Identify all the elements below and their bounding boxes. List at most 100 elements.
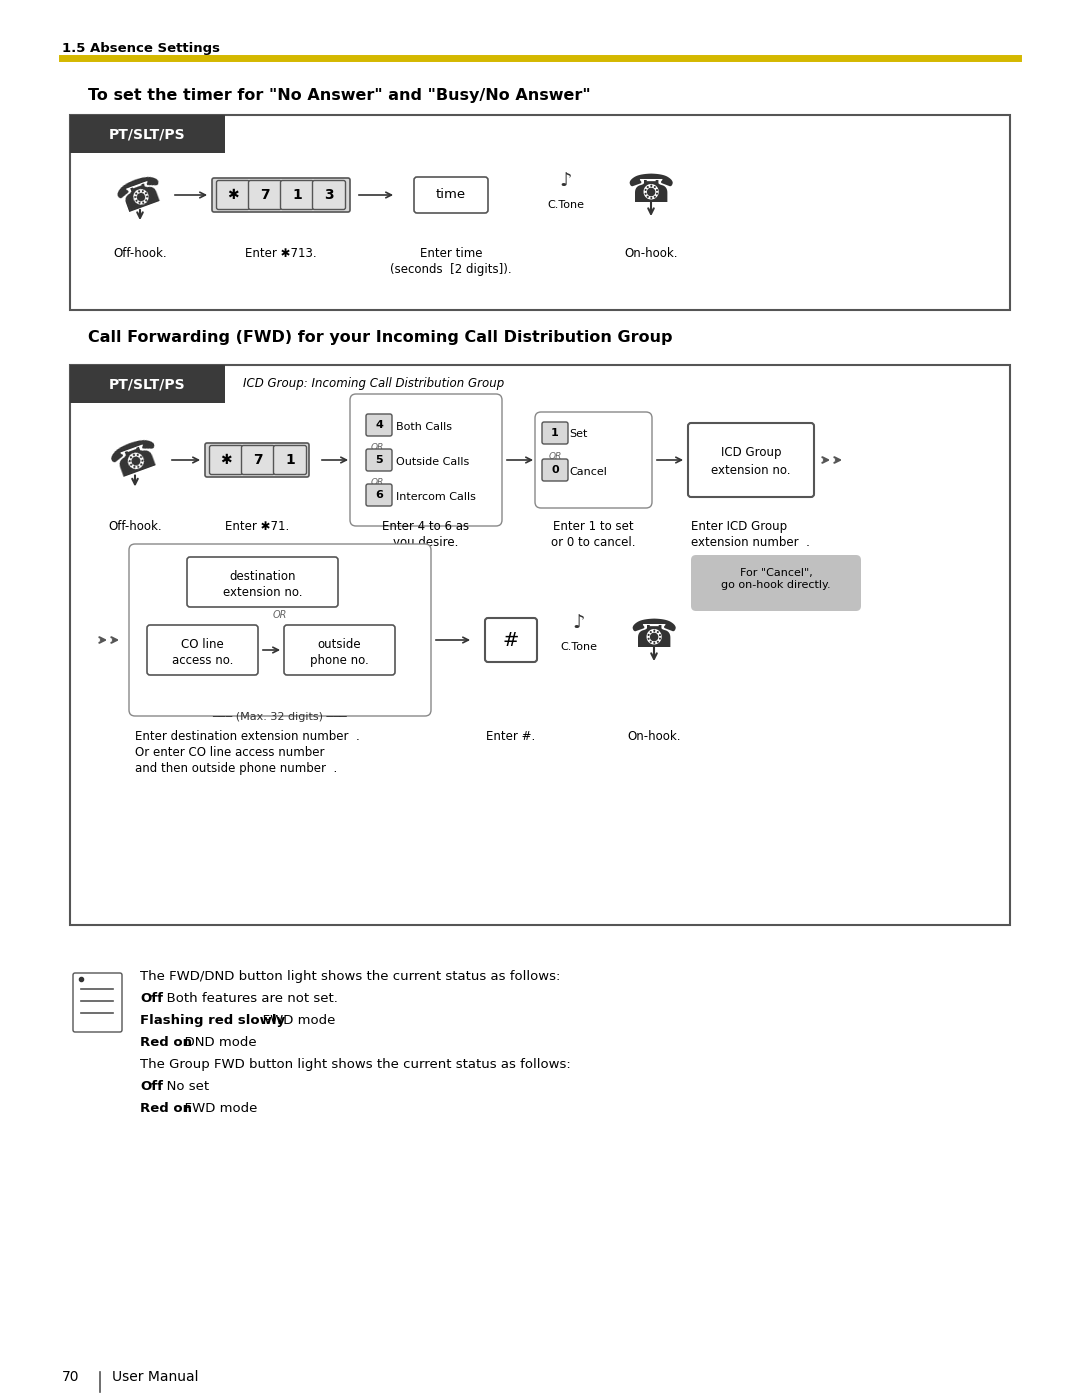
FancyBboxPatch shape: [129, 543, 431, 717]
Bar: [70, 115, 1010, 310]
Text: ─── (Max. 32 digits) ───: ─── (Max. 32 digits) ───: [213, 712, 348, 722]
Text: ☎: ☎: [105, 433, 165, 488]
Text: OR: OR: [549, 453, 563, 461]
Text: 6: 6: [375, 490, 383, 500]
FancyBboxPatch shape: [73, 972, 122, 1032]
Text: Both Calls: Both Calls: [396, 422, 453, 432]
Text: OR: OR: [372, 443, 384, 453]
FancyBboxPatch shape: [542, 422, 568, 444]
Text: CO line: CO line: [181, 638, 224, 651]
FancyBboxPatch shape: [216, 180, 249, 210]
Text: destination: destination: [229, 570, 296, 583]
Text: ICD Group: ICD Group: [720, 446, 781, 460]
Text: Outside Calls: Outside Calls: [396, 457, 469, 467]
Bar: [70, 365, 1010, 925]
Text: 7: 7: [260, 189, 270, 203]
Text: Enter ICD Group: Enter ICD Group: [691, 520, 787, 534]
FancyBboxPatch shape: [691, 555, 861, 610]
Text: #: #: [503, 630, 519, 650]
FancyBboxPatch shape: [542, 460, 568, 481]
Text: Off-hook.: Off-hook.: [113, 247, 166, 260]
FancyBboxPatch shape: [187, 557, 338, 608]
Bar: [70, 365, 225, 402]
Text: C.Tone: C.Tone: [561, 643, 597, 652]
FancyBboxPatch shape: [414, 177, 488, 212]
Text: Enter destination extension number  .: Enter destination extension number .: [135, 731, 360, 743]
Text: The FWD/DND button light shows the current status as follows:: The FWD/DND button light shows the curre…: [140, 970, 561, 983]
Text: : FWD mode: : FWD mode: [254, 1014, 336, 1027]
FancyBboxPatch shape: [366, 448, 392, 471]
Text: Off: Off: [140, 992, 163, 1004]
Text: : DND mode: : DND mode: [176, 1037, 257, 1049]
Text: or 0 to cancel.: or 0 to cancel.: [551, 536, 636, 549]
Text: 0: 0: [551, 465, 558, 475]
Text: On-hook.: On-hook.: [624, 247, 678, 260]
Text: Enter 4 to 6 as: Enter 4 to 6 as: [382, 520, 470, 534]
Text: : No set: : No set: [158, 1080, 210, 1092]
Text: 1: 1: [285, 453, 295, 467]
Text: OR: OR: [372, 478, 384, 488]
Text: Red on: Red on: [140, 1102, 192, 1115]
FancyBboxPatch shape: [312, 180, 346, 210]
Text: : FWD mode: : FWD mode: [176, 1102, 257, 1115]
Text: you desire.: you desire.: [393, 536, 459, 549]
Text: 1: 1: [551, 427, 558, 439]
FancyBboxPatch shape: [350, 394, 502, 527]
Text: Enter ✱71.: Enter ✱71.: [225, 520, 289, 534]
Text: ☎: ☎: [111, 169, 170, 221]
FancyBboxPatch shape: [366, 483, 392, 506]
Text: Flashing red slowly: Flashing red slowly: [140, 1014, 285, 1027]
Text: ✱: ✱: [220, 453, 232, 467]
Text: 1: 1: [292, 189, 302, 203]
Text: and then outside phone number  .: and then outside phone number .: [135, 761, 337, 775]
Text: Red on: Red on: [140, 1037, 192, 1049]
Text: ICD Group: Incoming Call Distribution Group: ICD Group: Incoming Call Distribution Gr…: [243, 377, 504, 391]
FancyBboxPatch shape: [248, 180, 282, 210]
Text: 1.5 Absence Settings: 1.5 Absence Settings: [62, 42, 220, 54]
FancyBboxPatch shape: [535, 412, 652, 509]
FancyBboxPatch shape: [205, 443, 309, 476]
Text: Enter #.: Enter #.: [486, 731, 536, 743]
FancyBboxPatch shape: [281, 180, 313, 210]
FancyBboxPatch shape: [147, 624, 258, 675]
Text: : Both features are not set.: : Both features are not set.: [158, 992, 338, 1004]
Text: phone no.: phone no.: [310, 654, 369, 666]
Text: Off-hook.: Off-hook.: [108, 520, 162, 534]
Text: To set the timer for "No Answer" and "Busy/No Answer": To set the timer for "No Answer" and "Bu…: [87, 88, 591, 103]
Text: Intercom Calls: Intercom Calls: [396, 492, 476, 502]
Text: (seconds  [2 digits]).: (seconds [2 digits]).: [390, 263, 512, 277]
Text: ♪: ♪: [572, 612, 585, 631]
Text: extension no.: extension no.: [712, 464, 791, 476]
Text: User Manual: User Manual: [112, 1370, 199, 1384]
Text: The Group FWD button light shows the current status as follows:: The Group FWD button light shows the cur…: [140, 1058, 570, 1071]
Text: Set: Set: [569, 429, 588, 439]
Text: For "Cancel",
go on-hook directly.: For "Cancel", go on-hook directly.: [721, 569, 831, 590]
Text: Enter 1 to set: Enter 1 to set: [553, 520, 634, 534]
Text: Or enter CO line access number: Or enter CO line access number: [135, 746, 324, 759]
Text: 70: 70: [62, 1370, 80, 1384]
Text: 7: 7: [253, 453, 262, 467]
Text: PT/SLT/PS: PT/SLT/PS: [109, 127, 186, 141]
FancyBboxPatch shape: [210, 446, 243, 475]
Text: On-hook.: On-hook.: [627, 731, 680, 743]
Text: Cancel: Cancel: [569, 467, 607, 476]
FancyBboxPatch shape: [273, 446, 307, 475]
Text: Off: Off: [140, 1080, 163, 1092]
Text: 5: 5: [375, 455, 382, 465]
Text: access no.: access no.: [172, 654, 233, 666]
FancyBboxPatch shape: [366, 414, 392, 436]
Text: ✱: ✱: [227, 189, 239, 203]
Text: Enter ✱713.: Enter ✱713.: [245, 247, 316, 260]
Text: ♪: ♪: [559, 170, 572, 190]
FancyBboxPatch shape: [688, 423, 814, 497]
Text: Enter time: Enter time: [420, 247, 483, 260]
Text: 3: 3: [324, 189, 334, 203]
Text: OR: OR: [273, 610, 287, 620]
FancyBboxPatch shape: [284, 624, 395, 675]
Text: ☎: ☎: [630, 617, 678, 655]
Text: outside: outside: [318, 638, 362, 651]
Text: extension no.: extension no.: [222, 585, 302, 599]
Text: C.Tone: C.Tone: [548, 200, 584, 210]
Bar: [70, 115, 225, 154]
Text: time: time: [436, 189, 467, 201]
